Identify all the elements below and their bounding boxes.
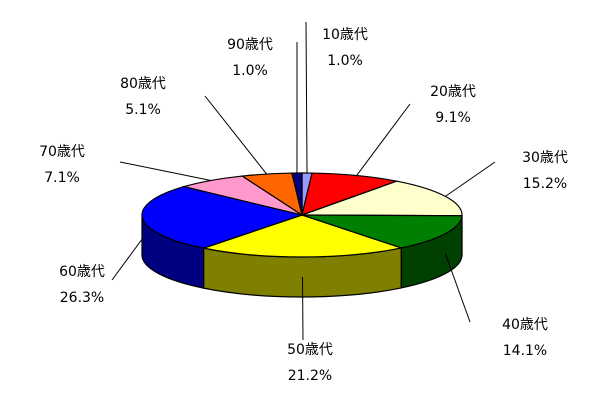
pie-slice-1	[301, 172, 400, 216]
leader-line-7	[204, 95, 268, 175]
slice-value: 26.3%	[59, 290, 105, 306]
slice-name: 20歳代	[430, 84, 476, 100]
slice-label-1: 20歳代 9.1%	[430, 79, 476, 131]
leader-line-6	[119, 161, 212, 181]
slice-label-0: 10歳代 1.0%	[322, 22, 368, 74]
slice-name: 70歳代	[39, 144, 85, 160]
slice-name: 80歳代	[120, 76, 166, 92]
slice-name: 10歳代	[322, 27, 368, 43]
slice-label-2: 30歳代 15.2%	[522, 145, 568, 197]
slice-value: 21.2%	[287, 368, 333, 384]
leader-line-3	[444, 253, 471, 323]
pie-slice-4	[201, 214, 404, 258]
slice-value: 5.1%	[125, 102, 161, 118]
leader-line-1	[356, 103, 411, 176]
slice-label-3: 40歳代 14.1%	[502, 312, 548, 364]
slice-name: 60歳代	[59, 264, 105, 280]
leader-line-0	[305, 21, 308, 174]
slice-value: 1.0%	[232, 63, 268, 79]
slice-label-8: 90歳代 1.0%	[227, 32, 273, 84]
slice-label-6: 70歳代 7.1%	[39, 139, 85, 191]
pie-slice-8	[291, 172, 303, 216]
slice-name: 40歳代	[502, 317, 548, 333]
leader-line-5	[111, 238, 143, 281]
slice-value: 14.1%	[502, 343, 548, 359]
slice-name: 30歳代	[522, 150, 568, 166]
slice-value: 1.0%	[327, 53, 363, 69]
pie-slice-2	[301, 180, 463, 217]
slice-label-5: 60歳代 26.3%	[59, 259, 105, 311]
pie-slice-3	[301, 214, 463, 249]
leader-line-2	[445, 161, 496, 197]
slice-name: 50歳代	[287, 342, 333, 358]
slice-value: 7.1%	[44, 170, 80, 186]
pie-slice-5	[141, 185, 305, 249]
slice-name: 90歳代	[227, 37, 273, 53]
slice-value: 9.1%	[435, 110, 471, 126]
slice-label-7: 80歳代 5.1%	[120, 71, 166, 123]
slice-value: 15.2%	[522, 176, 568, 192]
slice-label-4: 50歳代 21.2%	[287, 337, 333, 389]
